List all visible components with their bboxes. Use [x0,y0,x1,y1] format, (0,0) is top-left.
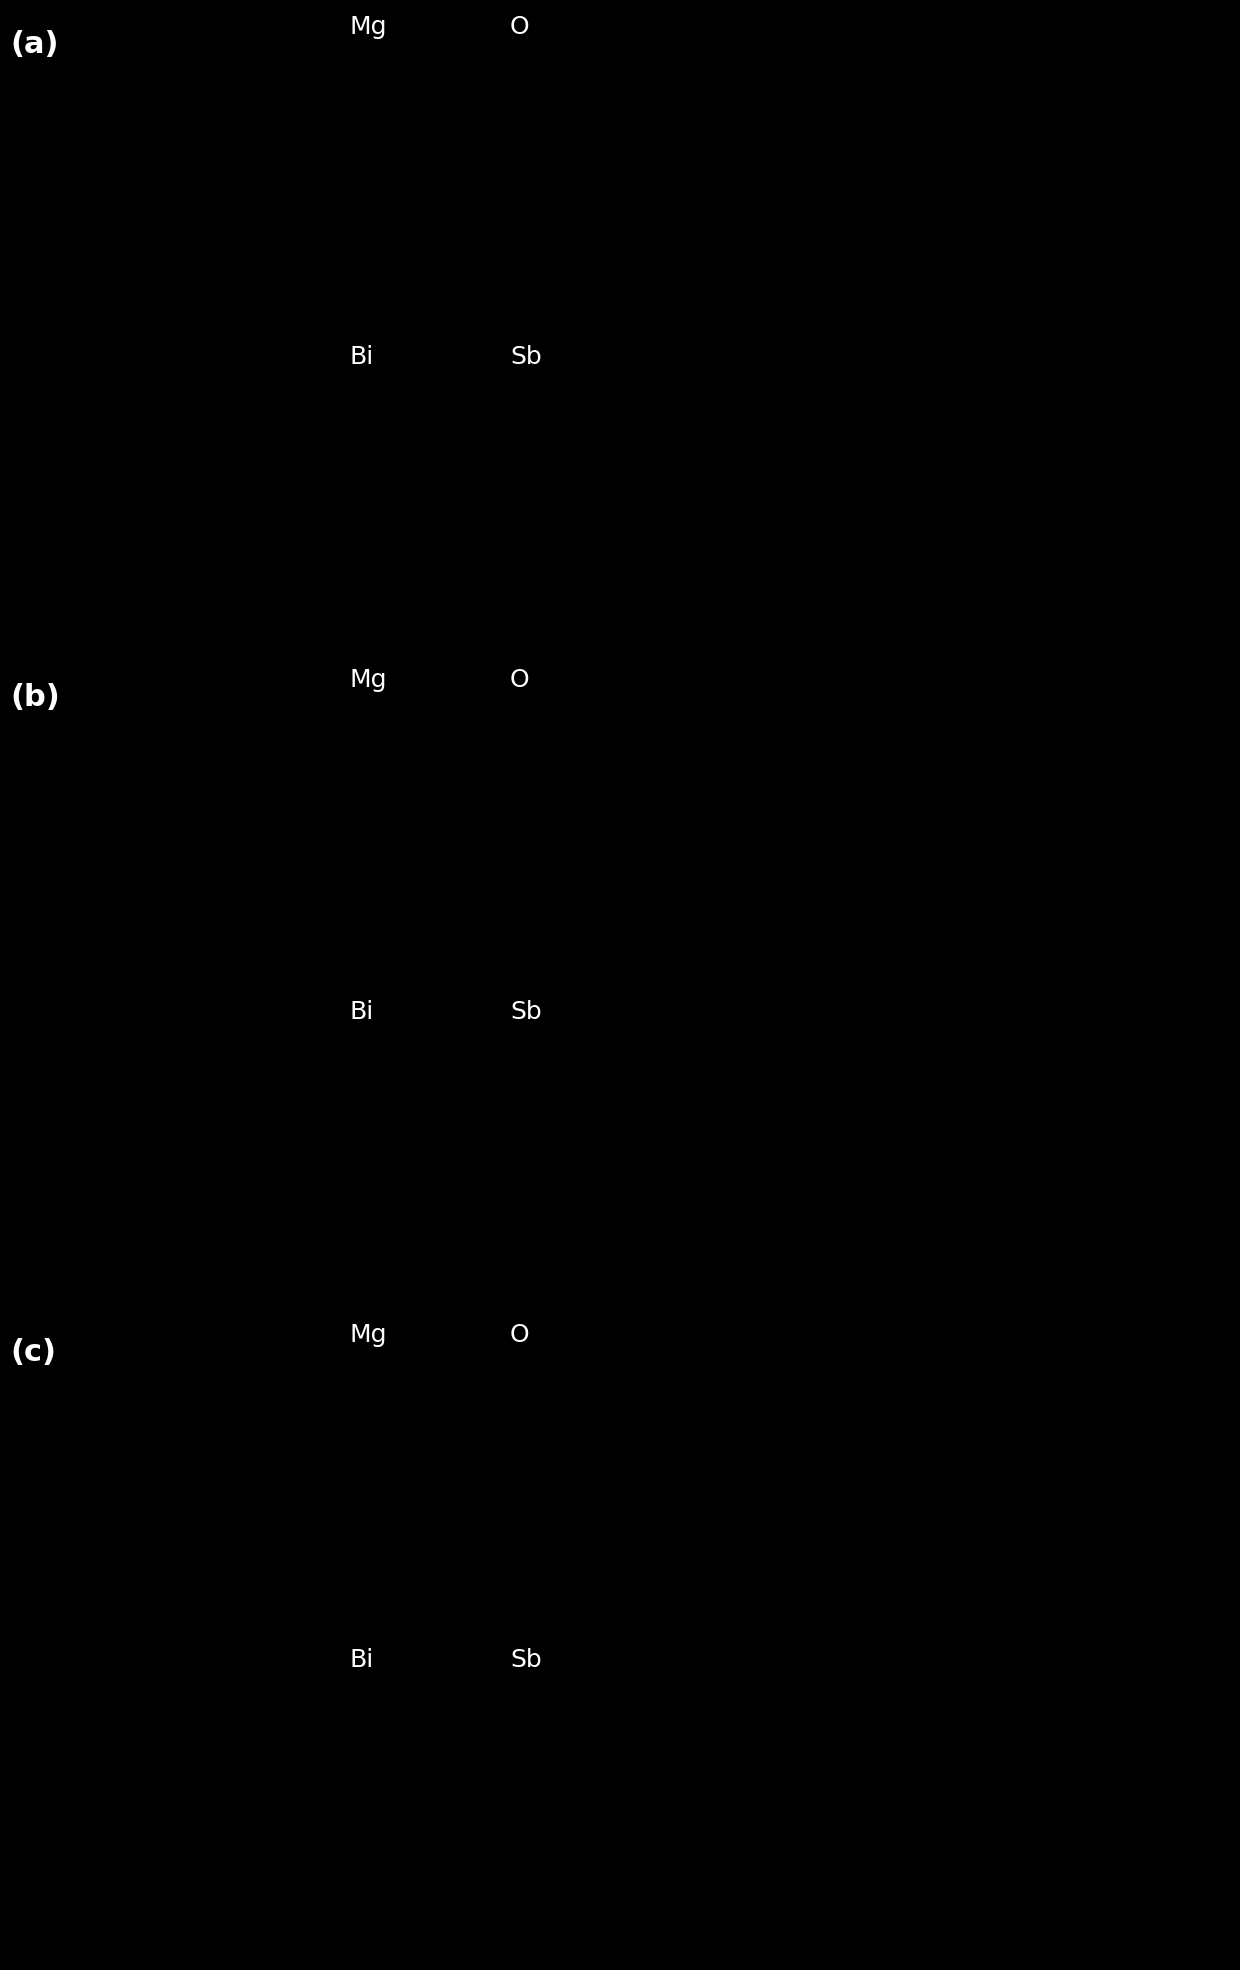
Text: (b): (b) [10,684,60,711]
Text: (c): (c) [10,1338,56,1367]
Text: (a): (a) [10,30,58,59]
Text: O: O [510,16,529,39]
Text: Bi: Bi [350,1649,374,1673]
Text: Mg: Mg [350,16,387,39]
Text: O: O [510,668,529,691]
Text: Sb: Sb [510,345,542,368]
Text: Bi: Bi [350,345,374,368]
Text: Sb: Sb [510,1649,542,1673]
Text: O: O [510,1324,529,1347]
Text: Sb: Sb [510,1001,542,1024]
Text: Mg: Mg [350,1324,387,1347]
Text: Mg: Mg [350,668,387,691]
Text: Bi: Bi [350,1001,374,1024]
